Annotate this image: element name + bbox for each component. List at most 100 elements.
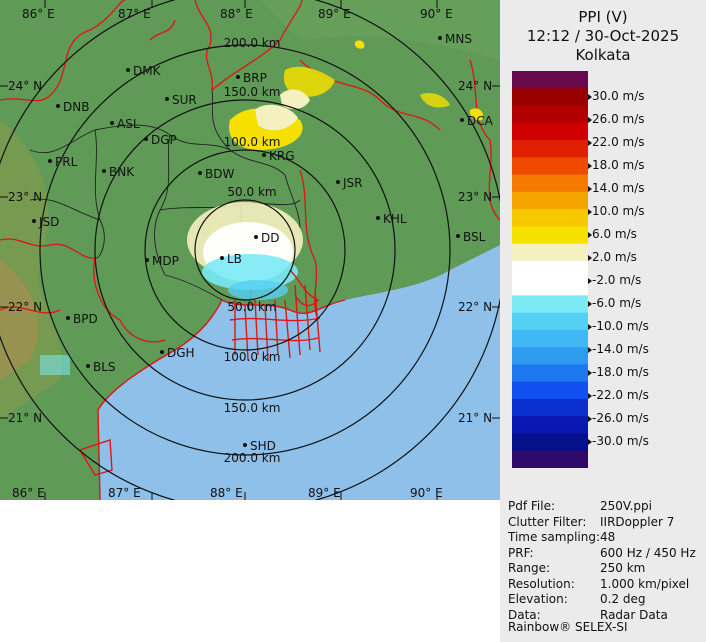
city-marker-jsr [336, 180, 340, 184]
city-marker-bsl [456, 234, 460, 238]
city-label-sur: SUR [172, 93, 197, 107]
city-label-jsr: JSR [342, 176, 363, 190]
info-value: Radar Data [600, 607, 668, 622]
legend-swatch [512, 226, 588, 245]
map-canvas: 86° E 86° E 87° E 87° E 88° E 88° E 89° E 89° E… [0, 0, 500, 500]
city-marker-dgh [160, 350, 164, 354]
city-label-shd: SHD [250, 439, 276, 453]
range-label: 200.0 km [224, 451, 281, 465]
city-marker-bpd [66, 316, 70, 320]
city-label-bls: BLS [93, 360, 116, 374]
legend-label: -14.0 m/s [588, 342, 649, 356]
range-label: 200.0 km [224, 36, 281, 50]
info-key: Data: [508, 607, 541, 622]
city-marker-prl [48, 159, 52, 163]
legend-label: -26.0 m/s [588, 411, 649, 425]
city-marker-bdw [198, 171, 202, 175]
lat-label-left: 24° N [8, 79, 42, 93]
city-label-dmk: DMK [133, 64, 162, 78]
legend-swatch [512, 209, 588, 227]
legend-swatch [512, 260, 588, 279]
legend-swatch [512, 157, 588, 176]
lat-label-right: 23° N [458, 190, 492, 204]
legend-swatch [512, 398, 588, 417]
legend-swatch [512, 364, 588, 383]
legend-label: 22.0 m/s [588, 135, 645, 149]
sundarbans-rivers [229, 269, 321, 361]
city-label-krg: KRG [269, 149, 295, 163]
scan-datetime: 12:12 / 30-Oct-2025 [526, 27, 680, 45]
info-key: Range: [508, 561, 551, 575]
info-value: 250 km [600, 561, 646, 575]
legend-label: -18.0 m/s [588, 365, 649, 379]
lon-label-bottom: 89° E [308, 486, 341, 500]
lon-label-top: 87° E [118, 7, 151, 21]
city-label-dnb: DNB [63, 100, 89, 114]
info-value: 1.000 km/pixel [600, 576, 690, 591]
city-marker-bnk [102, 169, 106, 173]
side-panel: PPI (V) 12:12 / 30-Oct-2025 Kolkata 30.0… [500, 0, 706, 642]
info-key: PRF: [508, 545, 534, 560]
city-marker-lb [220, 256, 224, 260]
lat-label-left: 21° N [8, 411, 42, 425]
grid-ticks [0, 0, 500, 500]
range-rings [0, 0, 500, 500]
city-label-bpd: BPD [73, 312, 98, 326]
city-label-mns: MNS [445, 32, 472, 46]
city-label-bdw: BDW [205, 167, 234, 181]
legend-label: 14.0 m/s [588, 181, 645, 195]
district-borders [29, 89, 301, 311]
info-key: Elevation: [508, 592, 568, 606]
range-label: 50.0 km [227, 185, 276, 199]
lon-label-bottom: 90° E [410, 486, 443, 500]
legend-label: -2.0 m/s [587, 273, 642, 287]
city-label-asl: ASL [117, 117, 140, 131]
legend-swatch [512, 416, 588, 435]
footer-credit: Rainbow® SELEX-SI [508, 620, 628, 634]
city-marker-jsd [32, 219, 36, 223]
range-label: 100.0 km [224, 350, 281, 364]
velocity-legend-bar [512, 71, 588, 468]
city-label-dca: DCA [467, 114, 494, 128]
lat-label-left: 22° N [8, 300, 42, 314]
info-value: 600 Hz / 450 Hz [600, 545, 696, 560]
info-key: Resolution: [508, 576, 575, 591]
range-label: 50.0 km [227, 300, 276, 314]
legend-label: 30.0 m/s [588, 89, 645, 103]
lon-label-bottom: 86° E [12, 486, 45, 500]
station-name: Kolkata [575, 46, 631, 64]
city-marker-dmk [126, 68, 130, 72]
info-value: 48 [600, 530, 616, 544]
legend-swatch [512, 243, 588, 262]
info-value: 0.2 deg [600, 592, 646, 606]
western-plateau [0, 260, 39, 380]
city-marker-shd [243, 443, 247, 447]
legend-label: 26.0 m/s [588, 112, 645, 126]
legend-swatch [512, 347, 588, 366]
legend-swatch [512, 433, 588, 452]
radar-map[interactable]: 86° E 86° E 87° E 87° E 88° E 88° E 89° E 89° E… [0, 0, 500, 500]
legend-swatch [512, 105, 588, 124]
lat-label-right: 22° N [458, 300, 492, 314]
lon-label-top: 88° E [220, 7, 253, 21]
city-label-bsl: BSL [463, 230, 486, 244]
legend-label: -6.0 m/s [587, 296, 642, 310]
city-marker-dca [460, 118, 464, 122]
legend-swatch [512, 295, 588, 314]
radar-echoes [40, 40, 484, 375]
legend-label: 6.0 m/s [588, 227, 637, 241]
city-label-mdp: MDP [152, 254, 179, 268]
range-label: 150.0 km [224, 85, 281, 99]
lon-label-top: 89° E [318, 7, 351, 21]
legend-label: 18.0 m/s [588, 158, 645, 172]
city-label-prl: PRL [55, 155, 78, 169]
city-marker-krg [262, 153, 266, 157]
city-label-jsd: JSD [38, 215, 59, 229]
city-marker-dgp [144, 137, 148, 141]
legend-swatch [512, 174, 588, 193]
city-label-dd: DD [261, 231, 279, 245]
city-label-lb: LB [227, 252, 242, 266]
info-key: Time sampling: [508, 530, 601, 544]
legend-label: 10.0 m/s [588, 204, 645, 218]
legend-label: -22.0 m/s [588, 388, 649, 402]
